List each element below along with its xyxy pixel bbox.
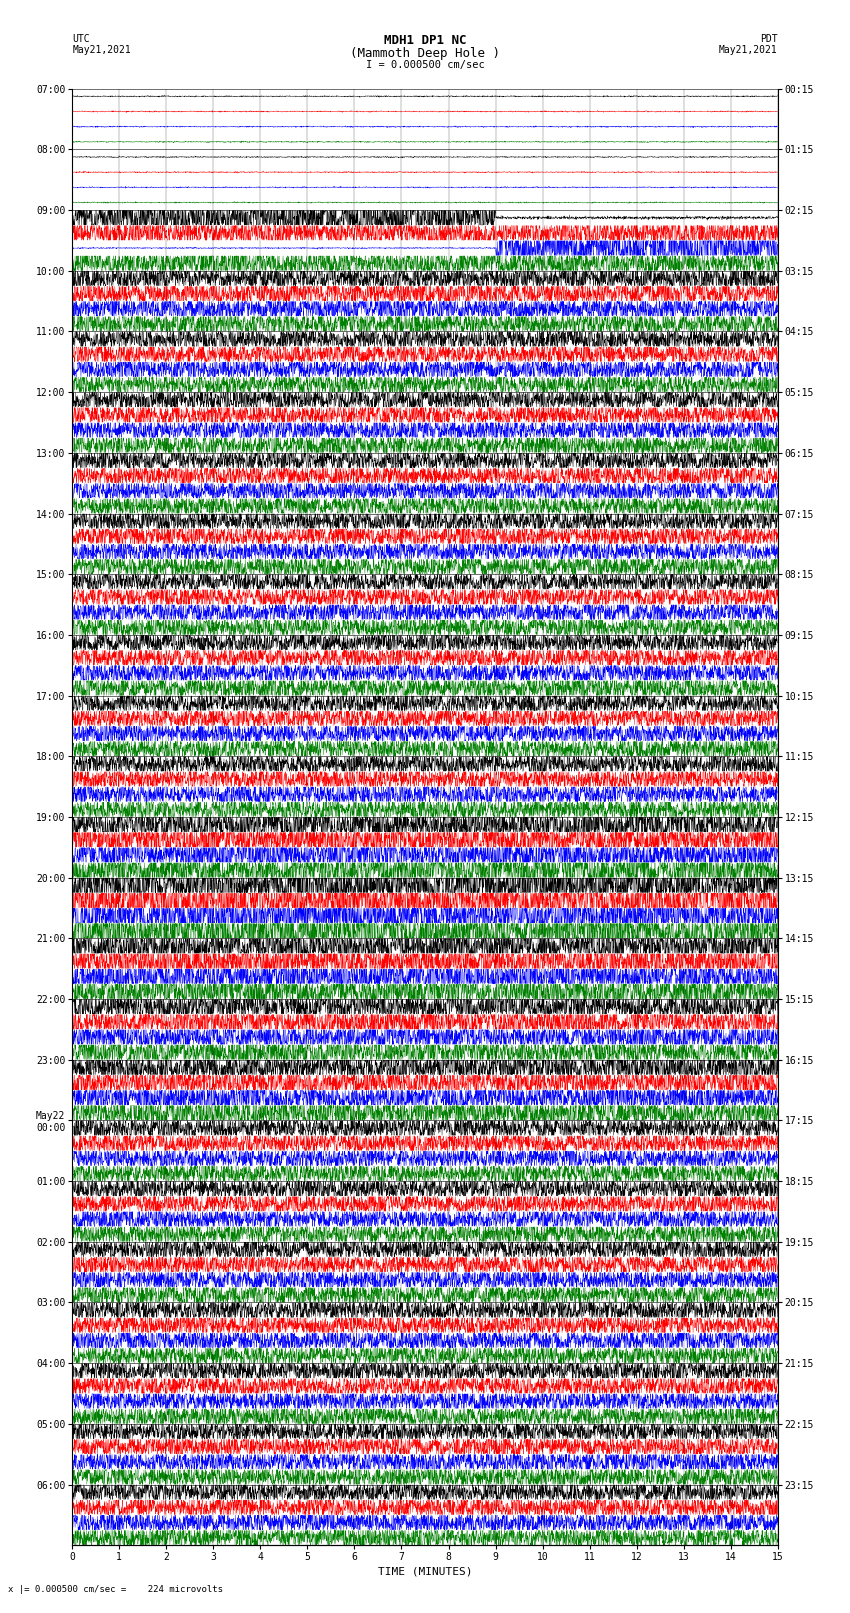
Text: MDH1 DP1 NC: MDH1 DP1 NC (383, 34, 467, 47)
Text: May21,2021: May21,2021 (719, 45, 778, 55)
X-axis label: TIME (MINUTES): TIME (MINUTES) (377, 1566, 473, 1576)
Text: PDT: PDT (760, 34, 778, 44)
Text: I = 0.000500 cm/sec: I = 0.000500 cm/sec (366, 60, 484, 69)
Text: (Mammoth Deep Hole ): (Mammoth Deep Hole ) (350, 47, 500, 60)
Text: UTC: UTC (72, 34, 90, 44)
Text: x |= 0.000500 cm/sec =    224 microvolts: x |= 0.000500 cm/sec = 224 microvolts (8, 1584, 224, 1594)
Text: May21,2021: May21,2021 (72, 45, 131, 55)
